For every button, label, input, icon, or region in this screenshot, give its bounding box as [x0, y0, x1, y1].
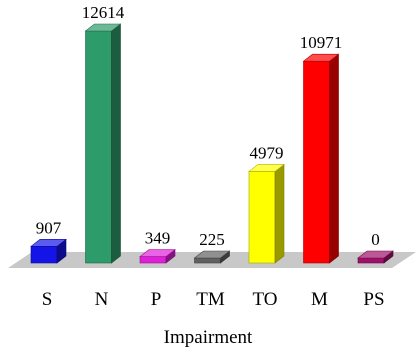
- category-label-to: TO: [253, 289, 278, 310]
- x-axis-label: Impairment: [164, 327, 253, 348]
- bar-front-s: [30, 246, 58, 264]
- bar-top-to: [248, 164, 285, 172]
- bar-side-n: [111, 23, 121, 264]
- value-label-p: 349: [145, 229, 171, 248]
- value-label-ps: 0: [371, 230, 380, 249]
- bar-side-to: [274, 163, 285, 264]
- bar-front-n: [85, 30, 112, 264]
- category-label-m: M: [311, 289, 328, 310]
- bar-side-m: [329, 53, 339, 264]
- bar-front-to: [248, 171, 276, 264]
- bar-top-tm: [193, 250, 231, 259]
- value-label-n: 12614: [82, 3, 125, 22]
- value-label-m: 10971: [300, 33, 343, 52]
- category-label-tm: TM: [196, 289, 225, 310]
- bar-tm: [193, 250, 231, 264]
- value-labels-group: 907 12614 349 225 4979 10971 0: [36, 3, 380, 249]
- bar-n: [84, 23, 122, 264]
- value-label-to: 4979: [250, 143, 284, 162]
- bar-front-m: [303, 60, 330, 264]
- bar-ps: [357, 250, 394, 264]
- bar-top-m: [302, 53, 340, 62]
- bar-s: [30, 238, 67, 264]
- bar-top-ps: [357, 250, 394, 259]
- category-label-ps: PS: [363, 289, 384, 310]
- bar-top-n: [84, 23, 122, 32]
- category-label-p: P: [151, 289, 162, 310]
- value-label-tm: 225: [199, 230, 225, 249]
- bar-front-ps: [357, 257, 385, 264]
- bar-front-p: [139, 256, 167, 264]
- bar-to: [248, 163, 285, 264]
- bar-p: [139, 248, 176, 264]
- category-label-s: S: [42, 289, 53, 310]
- value-label-s: 907: [36, 218, 62, 237]
- bar-front-tm: [194, 257, 221, 264]
- bar-top-p: [139, 249, 176, 257]
- bar-top-s: [30, 239, 67, 247]
- category-labels-group: S N P TM TO M PS: [42, 289, 385, 310]
- bars-group: [30, 23, 394, 264]
- category-label-n: N: [95, 289, 109, 310]
- bar-m: [302, 53, 340, 264]
